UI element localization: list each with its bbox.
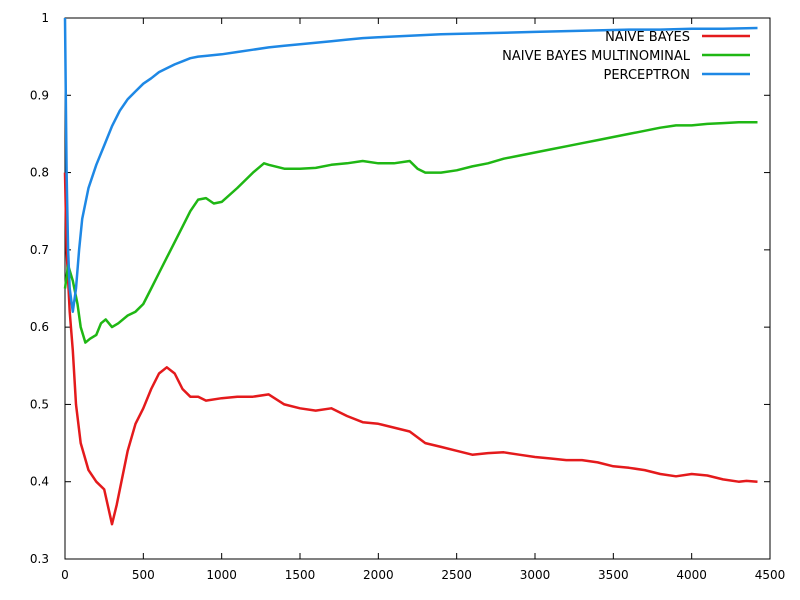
x-tick-label: 1000 <box>206 568 237 582</box>
y-tick-label: 0.4 <box>30 475 49 489</box>
x-tick-label: 2500 <box>441 568 472 582</box>
y-tick-label: 0.6 <box>30 320 49 334</box>
y-tick-label: 1 <box>41 11 49 25</box>
x-tick-label: 500 <box>132 568 155 582</box>
x-tick-label: 3500 <box>598 568 629 582</box>
x-tick-label: 4500 <box>755 568 786 582</box>
x-tick-label: 3000 <box>520 568 551 582</box>
y-tick-label: 0.9 <box>30 88 49 102</box>
legend-label-naive-bayes-multinominal: NAIVE BAYES MULTINOMINAL <box>502 49 691 64</box>
series-line-perceptron <box>63 17 758 313</box>
legend: NAIVE BAYES NAIVE BAYES MULTINOMINAL PERCE… <box>502 30 750 83</box>
legend-label-perceptron: PERCEPTRON <box>604 68 691 83</box>
axis-ticks: 0 500 1000 1500 2000 2500 3000 3500 4000 4500 0.3 0… <box>30 11 785 582</box>
series-line-naive-bayes-multinominal <box>63 121 758 344</box>
y-tick-label: 0.7 <box>30 243 49 257</box>
y-tick-label: 0.8 <box>30 166 49 180</box>
plot-area-frame <box>64 17 771 560</box>
y-tick-label: 0.5 <box>30 397 49 411</box>
y-tick-label: 0.3 <box>30 552 49 566</box>
x-tick-label: 0 <box>61 568 69 582</box>
x-tick-label: 2000 <box>363 568 394 582</box>
series-line-naive-bayes <box>63 172 758 526</box>
x-tick-label: 1500 <box>285 568 316 582</box>
x-tick-label: 4000 <box>676 568 707 582</box>
legend-label-naive-bayes: NAIVE BAYES <box>605 30 690 45</box>
series-lines <box>63 17 758 526</box>
